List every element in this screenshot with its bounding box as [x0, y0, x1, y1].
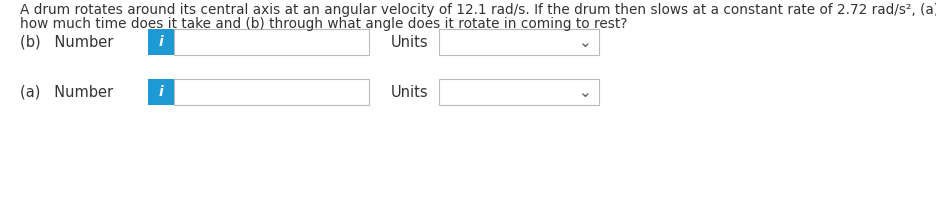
Text: ⌄: ⌄ [578, 85, 591, 99]
Text: i: i [158, 35, 163, 49]
Text: A drum rotates around its central axis at an angular velocity of 12.1 rad/s. If : A drum rotates around its central axis a… [20, 3, 936, 17]
FancyBboxPatch shape [148, 79, 174, 105]
Text: how much time does it take and (b) through what angle does it rotate in coming t: how much time does it take and (b) throu… [20, 17, 627, 31]
FancyBboxPatch shape [148, 29, 174, 55]
FancyBboxPatch shape [439, 79, 598, 105]
Text: (b)   Number: (b) Number [20, 34, 113, 49]
FancyBboxPatch shape [439, 29, 598, 55]
Text: Units: Units [390, 85, 428, 99]
FancyBboxPatch shape [174, 79, 369, 105]
Text: i: i [158, 85, 163, 99]
Text: Units: Units [390, 34, 428, 49]
Text: (a)   Number: (a) Number [20, 85, 113, 99]
Text: ⌄: ⌄ [578, 34, 591, 49]
FancyBboxPatch shape [174, 29, 369, 55]
